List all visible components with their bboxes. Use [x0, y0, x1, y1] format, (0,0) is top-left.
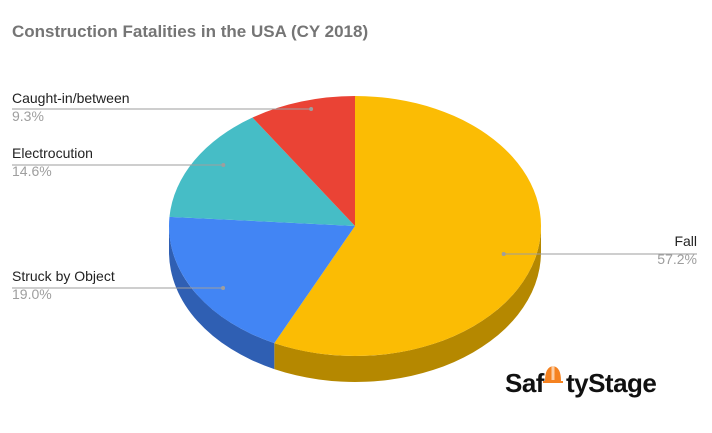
value-label-electrocution: 14.6%: [12, 163, 52, 179]
logo-text-start: Saf: [505, 368, 545, 398]
logo-text-end: tyStage: [566, 368, 656, 398]
label-fall: Fall: [674, 233, 697, 249]
slice-labels: Fall 57.2% Struck by Object 19.0% Electrocut…: [12, 90, 697, 302]
label-caught-in-between: Caught-in/between: [12, 90, 130, 106]
value-label-struck-by-object: 19.0%: [12, 286, 52, 302]
slice-side-fall: [274, 226, 541, 382]
slice-side-struck-by-object: [169, 226, 275, 370]
slice-struck-by-object[interactable]: [168, 216, 355, 344]
leader-dot-fall: [501, 252, 506, 256]
label-electrocution: Electrocution: [12, 145, 93, 161]
label-struck-by-object: Struck by Object: [12, 268, 115, 284]
pie-slices: [168, 96, 541, 356]
slice-fall[interactable]: [274, 96, 541, 356]
leader-dot-electrocution: [221, 163, 226, 167]
safetystage-logo: Saf tyStage: [505, 366, 657, 398]
slice-caught-in-between[interactable]: [252, 96, 355, 226]
value-label-caught-in-between: 9.3%: [12, 108, 44, 124]
hard-hat-icon: [543, 366, 563, 383]
value-label-fall: 57.2%: [657, 251, 697, 267]
chart-title: Construction Fatalities in the USA (CY 2…: [12, 22, 368, 41]
leader-dot-caught-in-between: [309, 107, 314, 111]
pie-sides: [169, 226, 541, 382]
slice-electrocution[interactable]: [169, 117, 355, 226]
leader-dot-struck-by-object: [221, 286, 226, 290]
